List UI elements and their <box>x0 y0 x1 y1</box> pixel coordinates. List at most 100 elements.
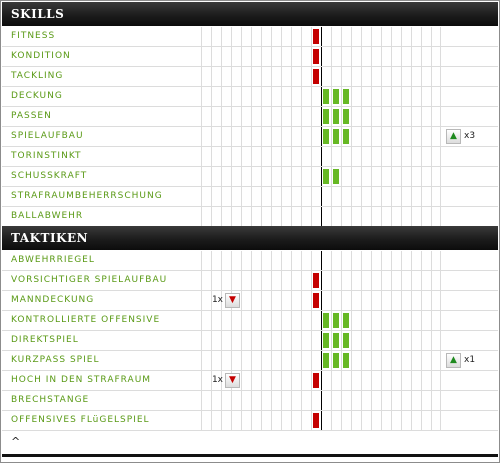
grid-line <box>361 351 362 370</box>
grid-line <box>261 147 262 166</box>
grid-line <box>301 291 302 310</box>
grid-line <box>431 67 432 86</box>
grid-line <box>431 251 432 270</box>
grid-line <box>331 207 332 226</box>
grid-line <box>301 351 302 370</box>
grid-line <box>231 47 232 66</box>
grid-line <box>241 371 242 390</box>
arrow-down-icon[interactable]: ▼ <box>225 373 240 388</box>
grid-line <box>211 27 212 46</box>
grid-line <box>421 147 422 166</box>
grid-line <box>341 27 342 46</box>
attribute-label: SPIELAUFBAU <box>11 131 84 141</box>
grid-line <box>301 271 302 290</box>
grid-line <box>221 291 222 310</box>
grid-line <box>391 207 392 226</box>
grid-line <box>371 127 372 146</box>
grid-line <box>301 107 302 126</box>
attribute-label: TACKLING <box>11 71 64 81</box>
arrow-up-icon[interactable]: ▲ <box>446 353 461 368</box>
grid-line <box>311 187 312 206</box>
grid-line <box>351 311 352 330</box>
grid-line <box>301 87 302 106</box>
attribute-bar <box>201 331 441 350</box>
grid-line <box>401 391 402 410</box>
grid-line <box>291 331 292 350</box>
attribute-row-spielaufbau: SPIELAUFBAU ▲ x3 <box>2 127 498 147</box>
grid-line <box>431 331 432 350</box>
grid-line <box>411 127 412 146</box>
trend-count: 1x <box>211 295 223 305</box>
grid-line <box>241 87 242 106</box>
grid-line <box>211 87 212 106</box>
grid-line <box>331 127 332 146</box>
grid-line <box>211 271 212 290</box>
zero-line <box>321 351 322 370</box>
grid-line <box>231 411 232 430</box>
grid-line <box>291 107 292 126</box>
grid-line <box>221 391 222 410</box>
grid-line <box>431 147 432 166</box>
grid-line <box>421 251 422 270</box>
grid-line <box>211 67 212 86</box>
grid-line <box>421 27 422 46</box>
grid-line <box>291 291 292 310</box>
grid-line <box>311 207 312 226</box>
attribute-bar <box>201 67 441 86</box>
grid-line <box>401 87 402 106</box>
grid-line <box>221 107 222 126</box>
grid-line <box>421 207 422 226</box>
grid-line <box>421 271 422 290</box>
grid-line <box>411 187 412 206</box>
attribute-row-brechstange: BRECHSTANGE <box>2 391 498 411</box>
grid-line <box>271 67 272 86</box>
arrow-down-icon[interactable]: ▼ <box>225 293 240 308</box>
attribute-bar <box>201 87 441 106</box>
attribute-label: BRECHSTANGE <box>11 395 90 405</box>
grid-line <box>381 187 382 206</box>
grid-line <box>251 147 252 166</box>
grid-line <box>251 411 252 430</box>
grid-line <box>221 147 222 166</box>
grid-line <box>311 411 312 430</box>
trend-count: x3 <box>464 131 476 141</box>
zero-line <box>321 87 322 106</box>
grid-line <box>301 311 302 330</box>
grid-line <box>231 67 232 86</box>
grid-line <box>391 391 392 410</box>
grid-line <box>261 47 262 66</box>
grid-line <box>301 127 302 146</box>
grid-line <box>261 167 262 186</box>
grid-line <box>431 27 432 46</box>
grid-line <box>381 107 382 126</box>
attribute-label: ABWEHRRIEGEL <box>11 255 95 265</box>
zero-line <box>321 371 322 390</box>
attribute-label: BALLABWEHR <box>11 211 84 221</box>
grid-line <box>281 207 282 226</box>
grid-line <box>411 167 412 186</box>
grid-line <box>271 251 272 270</box>
grid-line <box>231 207 232 226</box>
grid-line <box>261 27 262 46</box>
grid-line <box>231 351 232 370</box>
attribute-label: VORSICHTIGER SPIELAUFBAU <box>11 275 168 285</box>
attribute-bar <box>201 27 441 46</box>
arrow-up-icon[interactable]: ▲ <box>446 129 461 144</box>
grid-line <box>391 351 392 370</box>
zero-line <box>321 411 322 430</box>
grid-line <box>401 251 402 270</box>
collapse-toggle[interactable]: ^ <box>11 435 21 448</box>
bar-segment-positive <box>333 169 339 184</box>
tactics-header: TAKTIKEN <box>2 226 498 250</box>
grid-line <box>211 127 212 146</box>
attribute-row-direktspiel: DIREKTSPIEL <box>2 331 498 351</box>
grid-line <box>351 107 352 126</box>
grid-line <box>261 87 262 106</box>
attribute-bar <box>201 311 441 330</box>
grid-line <box>331 291 332 310</box>
grid-line <box>411 207 412 226</box>
attribute-row-passen: PASSEN <box>2 107 498 127</box>
grid-line <box>231 87 232 106</box>
grid-line <box>301 331 302 350</box>
grid-line <box>371 107 372 126</box>
